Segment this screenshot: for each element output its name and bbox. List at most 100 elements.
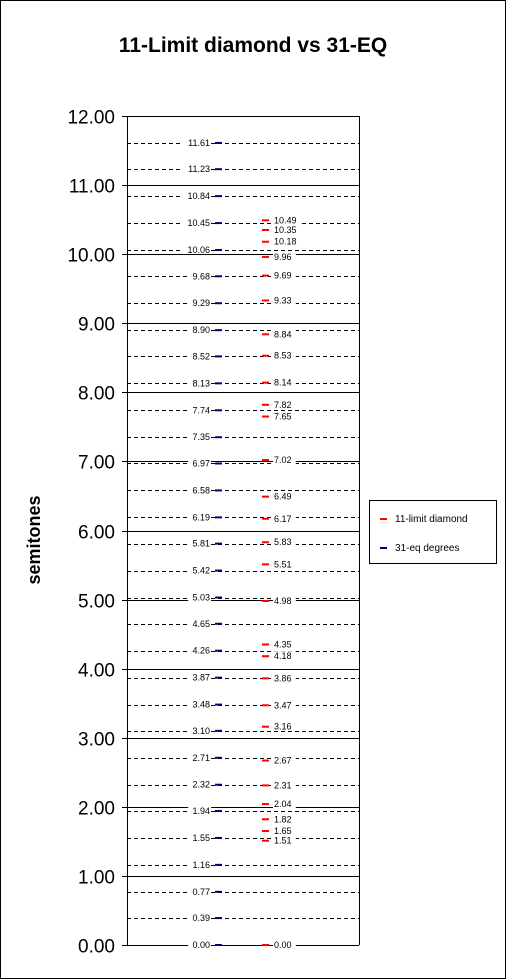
data-label-backing (188, 618, 211, 628)
data-label-backing (273, 780, 296, 790)
data-label-backing (273, 826, 296, 836)
eq31-point (215, 622, 222, 625)
eq31-data-label: 8.13 (192, 378, 210, 388)
y-tick-label: 1.00 (78, 868, 115, 889)
eq31-data-label: 6.58 (192, 485, 210, 495)
diamond-data-label: 0.00 (274, 940, 292, 950)
data-label-backing (188, 779, 211, 789)
eq31-data-label: 1.94 (192, 806, 210, 816)
data-label-backing (273, 455, 296, 465)
diamond-data-label: 2.04 (274, 799, 292, 809)
data-label-backing (188, 351, 211, 361)
diamond-point (262, 541, 269, 544)
diamond-point (262, 677, 269, 680)
data-label-backing (188, 298, 211, 308)
data-label-backing (188, 405, 211, 415)
legend-item-31eq: 31-eq degrees (380, 541, 460, 555)
grid-layer (127, 116, 359, 946)
data-label-backing (273, 215, 301, 225)
diamond-point (262, 459, 269, 462)
data-label-backing (273, 755, 296, 765)
eq31-point (215, 676, 222, 679)
diamond-data-label: 1.82 (274, 814, 292, 824)
diamond-point (262, 655, 269, 658)
eq31-point (215, 863, 222, 866)
eq31-point (215, 382, 222, 385)
data-label-backing (273, 940, 296, 949)
y-tick-label: 0.00 (78, 937, 115, 958)
diamond-data-label: 1.51 (274, 836, 292, 846)
data-label-backing (183, 191, 211, 201)
diamond-data-label: 7.65 (274, 412, 292, 422)
diamond-point (262, 219, 269, 222)
legend-label-diamond: 11-limit diamond (395, 513, 468, 525)
eq31-point (215, 355, 222, 358)
y-tick-label: 3.00 (78, 730, 115, 751)
legend-label-31eq: 31-eq degrees (395, 542, 460, 554)
diamond-data-label: 4.98 (274, 596, 292, 606)
y-tick-label: 10.00 (67, 246, 115, 267)
data-label-backing (273, 673, 296, 683)
eq31-data-label: 4.26 (192, 646, 210, 656)
data-label-backing (188, 805, 211, 815)
diamond-data-label: 2.31 (274, 780, 292, 790)
data-label-backing (273, 411, 296, 421)
diamond-point (262, 704, 269, 707)
eq31-point (215, 649, 222, 652)
eq31-data-label: 10.84 (187, 191, 210, 201)
eq31-point (215, 462, 222, 465)
y-tick-label: 6.00 (78, 523, 115, 544)
data-label-backing (188, 378, 211, 388)
diamond-point (262, 563, 269, 566)
diamond-point (262, 517, 269, 520)
axis-layer (122, 116, 360, 946)
series-layer: 0.00 1.511.65 1.82 2.04 2.31 2.67 3.16 3.47 3.86… (183, 137, 301, 950)
chart-title: 11-Limit diamond vs 31-EQ (118, 34, 388, 57)
eq31-data-label: 1.16 (192, 860, 210, 870)
eq31-data-label: 7.74 (192, 405, 210, 415)
eq31-data-label: 5.42 (192, 566, 210, 576)
diamond-data-label: 8.14 (274, 378, 292, 388)
diamond-point (262, 725, 269, 728)
diamond-data-label: 7.82 (274, 400, 292, 410)
eq31-point (215, 596, 222, 599)
data-label-backing (183, 245, 211, 255)
legend-item-diamond: 11-limit diamond (380, 512, 468, 526)
data-label-backing (273, 295, 296, 305)
eq31-point (215, 944, 222, 946)
data-label-backing (188, 512, 211, 522)
data-label-backing (273, 329, 296, 339)
diamond-data-label: 10.18 (274, 237, 297, 247)
data-label-backing (188, 565, 211, 575)
eq31-point (215, 783, 222, 786)
eq31-point (215, 569, 222, 572)
eq31-point (215, 489, 222, 492)
diamond-point (262, 381, 269, 384)
data-label-backing (188, 913, 211, 923)
data-label-backing (188, 592, 211, 602)
data-label-backing (183, 218, 211, 228)
diamond-data-label: 10.35 (274, 225, 297, 235)
diamond-point (262, 299, 269, 302)
data-label-backing (188, 672, 211, 682)
diamond-point (262, 228, 269, 231)
eq31-data-label: 2.32 (192, 780, 210, 790)
diamond-data-label: 3.16 (274, 722, 292, 732)
data-label-backing (188, 432, 211, 442)
data-label-backing (273, 270, 296, 280)
diamond-point (262, 415, 269, 418)
data-label-backing (273, 835, 296, 845)
eq31-point (215, 275, 222, 278)
data-label-backing (188, 538, 211, 548)
data-label-backing (188, 725, 211, 735)
eq31-point (215, 302, 222, 305)
eq31-point (215, 542, 222, 545)
y-tick-label: 8.00 (78, 384, 115, 405)
eq31-point (215, 436, 222, 439)
diamond-data-label: 8.53 (274, 351, 292, 361)
diamond-point (262, 818, 269, 821)
data-label-backing (273, 799, 296, 809)
diamond-data-label: 9.69 (274, 271, 292, 281)
eq31-data-label: 8.90 (192, 325, 210, 335)
